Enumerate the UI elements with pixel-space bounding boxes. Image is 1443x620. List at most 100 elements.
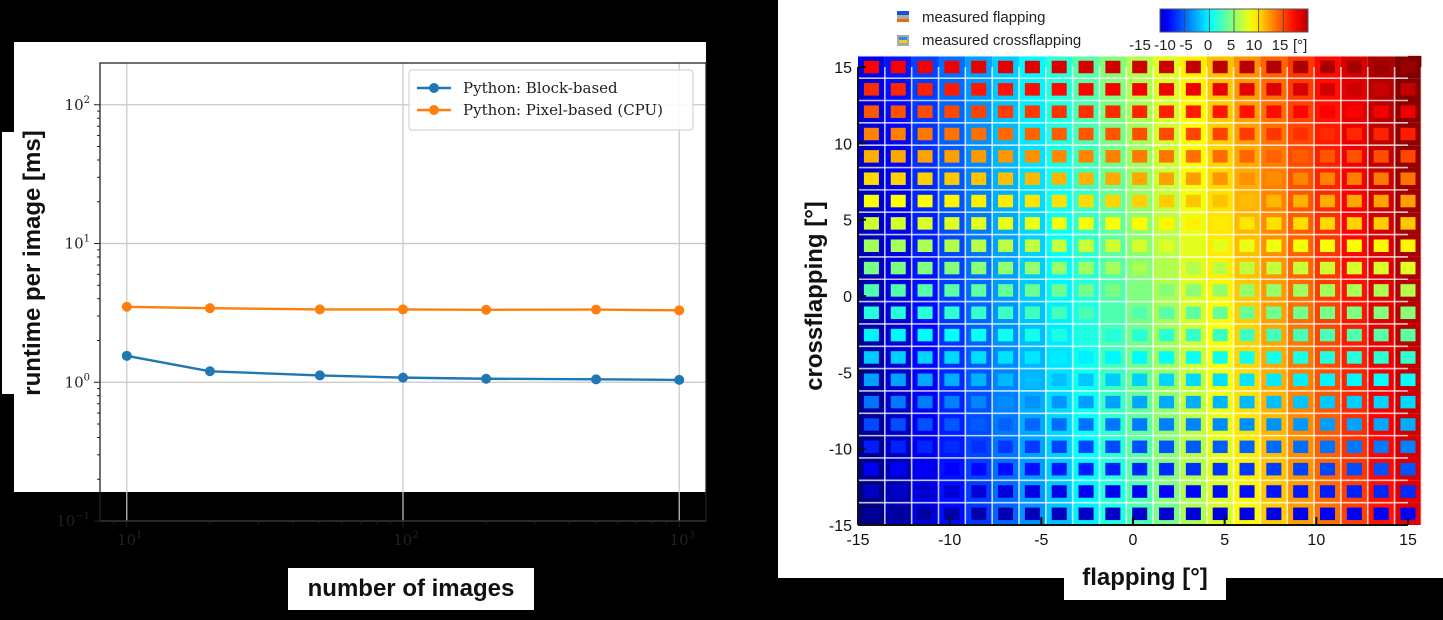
cell-inner [890,261,906,275]
cell-inner [1293,261,1309,275]
cell-inner [1185,194,1201,208]
cell-inner [1024,83,1040,96]
cell-inner [1400,127,1416,141]
cell-inner [1132,418,1148,431]
cell-inner [944,261,960,275]
cell-inner [1024,418,1040,431]
cell-inner [1024,105,1040,118]
cell-inner [1185,440,1201,454]
cell-inner [971,172,987,185]
cell-inner [1132,284,1148,297]
cell-inner [917,105,933,118]
cell-inner [1159,507,1175,521]
x-tick-label: 15 [1399,532,1417,549]
cell-inner [1051,83,1067,96]
data-point [481,373,492,384]
cell-inner [890,306,906,320]
cell-inner [863,217,879,230]
cell-inner [1024,507,1040,521]
cell-inner [1266,194,1282,208]
cell-inner [1373,83,1389,96]
cell-inner [1266,440,1282,454]
data-point [121,350,132,361]
x-tick-label: 5 [1220,532,1229,549]
cell-inner [1024,127,1040,141]
data-point [204,366,215,377]
cell-inner [1024,328,1040,342]
cell-inner [1078,395,1094,409]
cell-inner [971,462,987,476]
cell-inner [1132,485,1148,498]
cell-inner [1239,328,1255,342]
cell-inner [971,239,987,252]
data-point [591,304,602,315]
cell-inner [1320,395,1336,409]
cell-inner [971,328,987,342]
data-point [314,370,325,381]
cell-inner [1024,485,1040,498]
cell-inner [998,418,1014,431]
cell-inner [1293,194,1309,208]
cell-inner [1346,261,1362,275]
cell-inner [1320,351,1336,364]
cell-inner [1078,217,1094,230]
cell-inner [944,127,960,141]
cell-inner [1293,507,1309,521]
colorbar-tick-label: 10 [1246,37,1263,54]
cell-inner [971,351,987,364]
legend-label: Python: Block-based [463,79,618,97]
cell-inner [1132,150,1148,163]
flapping-swatch-icon [897,11,909,15]
legend-marker [429,83,439,93]
cell-inner [1105,172,1121,185]
cell-inner [1078,127,1094,141]
cell-inner [1132,217,1148,230]
cell-inner [1293,105,1309,118]
cell-inner [863,194,879,208]
cell-inner [1239,440,1255,454]
cell-inner [944,485,960,498]
cell-inner [944,150,960,163]
cell-inner [1185,172,1201,185]
cell-inner [1293,217,1309,230]
cell-inner [1373,60,1389,74]
cell-inner [998,507,1014,521]
cell-inner [1266,328,1282,342]
cell-inner [1346,172,1362,185]
cell-inner [1373,440,1389,454]
cell-inner [1159,328,1175,342]
cell-inner [971,507,987,521]
y-tick-label: -15 [829,518,852,535]
cell-inner [971,440,987,454]
cell-inner [1159,284,1175,297]
cell-inner [1293,127,1309,141]
cell-inner [1159,194,1175,208]
cell-inner [1185,485,1201,498]
cell-inner [863,395,879,409]
cell-inner [1212,462,1228,476]
cell-inner [890,351,906,364]
cell-inner [1159,306,1175,320]
cell-inner [1266,239,1282,252]
cell-inner [1159,83,1175,96]
cell-inner [1212,194,1228,208]
cell-inner [1024,284,1040,297]
y-tick-label: 0 [843,289,852,306]
cell-inner [1024,440,1040,454]
cell-inner [1400,306,1416,320]
cell-inner [1239,418,1255,431]
cell-inner [1373,418,1389,431]
cell-inner [1078,440,1094,454]
cell-inner [971,306,987,320]
cell-inner [1159,239,1175,252]
cell-inner [1373,306,1389,320]
cell-inner [863,462,879,476]
cell-inner [1105,462,1121,476]
cell-inner [1212,306,1228,320]
cell-inner [1239,127,1255,141]
legend-label: Python: Pixel-based (CPU) [463,101,663,119]
cell-inner [1320,150,1336,163]
cell-inner [1293,351,1309,364]
cell-inner [1212,217,1228,230]
cell-inner [917,485,933,498]
